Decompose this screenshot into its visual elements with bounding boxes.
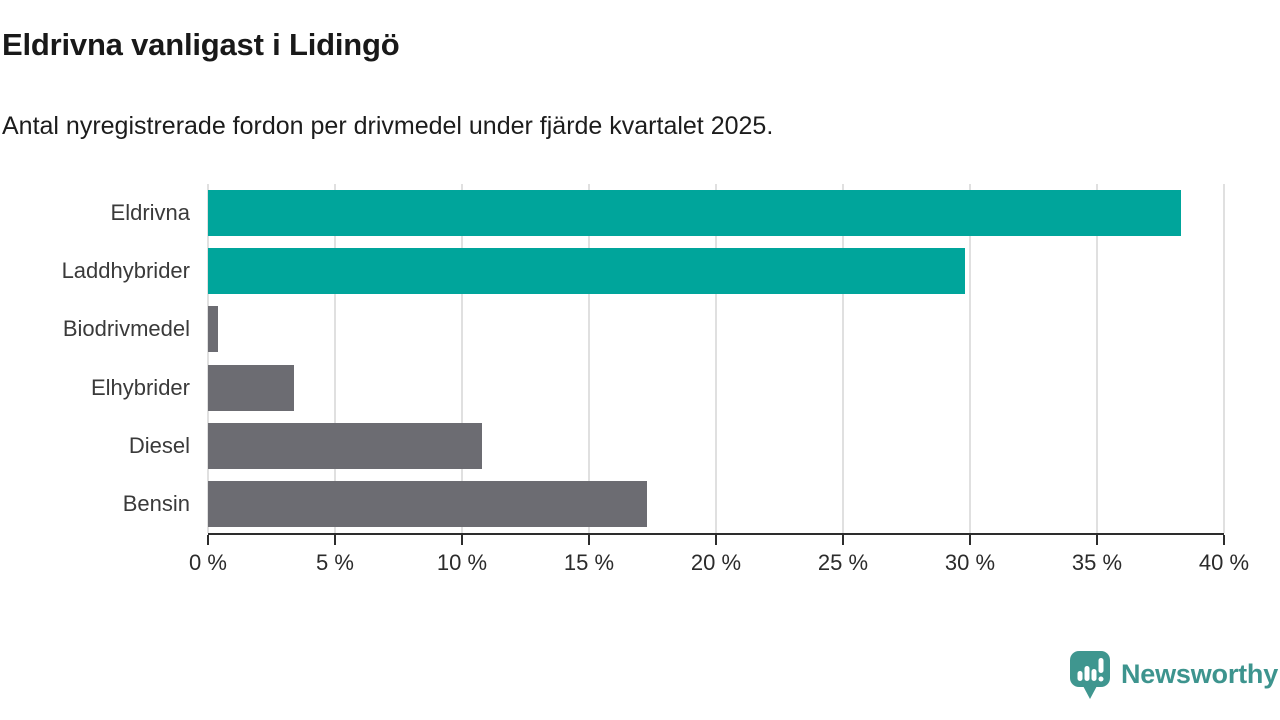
x-tick-label-25: 25 % bbox=[817, 550, 869, 575]
gridline-25 bbox=[842, 184, 844, 533]
category-label-biodrivmedel: Biodrivmedel bbox=[62, 316, 190, 342]
x-tick-15 bbox=[588, 535, 590, 545]
bar-chart-speech-bubble-icon bbox=[1068, 649, 1112, 700]
x-axis: 0 % 5 % 10 % 15 % 20 % 25 % 30 % 35 % 40 % bbox=[189, 533, 1249, 583]
category-label-elhybrider: Elhybrider bbox=[90, 374, 190, 400]
x-tick-5 bbox=[334, 535, 336, 545]
x-tick-label-40: 40 % bbox=[1198, 550, 1250, 575]
x-tick-40 bbox=[1223, 535, 1225, 545]
gridline-20 bbox=[715, 184, 717, 533]
x-tick-label-5: 5 % bbox=[316, 550, 354, 575]
x-tick-label-10: 10 % bbox=[436, 550, 488, 575]
x-tick-label-0: 0 % bbox=[189, 550, 227, 575]
bar-biodrivmedel bbox=[208, 306, 219, 353]
gridline-15 bbox=[588, 184, 590, 533]
chart-subtitle: Antal nyregistrerade fordon per drivmede… bbox=[2, 112, 774, 140]
x-tick-label-15: 15 % bbox=[563, 550, 615, 575]
newsworthy-logo: Newsworthy bbox=[1068, 649, 1278, 700]
bar-elhybrider bbox=[208, 364, 295, 411]
category-label-diesel: Diesel bbox=[128, 432, 190, 458]
gridline-35 bbox=[1096, 184, 1098, 533]
x-tick-label-30: 30 % bbox=[944, 550, 996, 575]
x-tick-0 bbox=[207, 535, 209, 545]
bar-eldrivna bbox=[208, 190, 1181, 237]
x-tick-10 bbox=[461, 535, 463, 545]
x-tick-label-35: 35 % bbox=[1071, 550, 1123, 575]
x-tick-label-20: 20 % bbox=[690, 550, 742, 575]
x-tick-25 bbox=[842, 535, 844, 545]
category-label-bensin: Bensin bbox=[122, 490, 190, 516]
bar-diesel bbox=[208, 422, 483, 469]
x-tick-35 bbox=[1096, 535, 1098, 545]
bar-bensin bbox=[208, 480, 648, 527]
y-axis-labels: Eldrivna Laddhybrider Biodrivmedel Elhybrid… bbox=[0, 184, 190, 534]
bar-laddhybrider bbox=[208, 248, 965, 295]
category-label-laddhybrider: Laddhybrider bbox=[61, 258, 190, 284]
plot-area bbox=[207, 184, 1225, 533]
gridline-10 bbox=[461, 184, 463, 533]
x-tick-20 bbox=[715, 535, 717, 545]
brand-name: Newsworthy bbox=[1121, 659, 1279, 689]
gridline-40 bbox=[1223, 184, 1225, 533]
category-label-eldrivna: Eldrivna bbox=[110, 200, 190, 225]
gridline-30 bbox=[969, 184, 971, 533]
chart-title: Eldrivna vanligast i Lidingö bbox=[2, 27, 400, 62]
gridline-0 bbox=[207, 184, 209, 533]
gridline-5 bbox=[334, 184, 336, 533]
x-tick-30 bbox=[969, 535, 971, 545]
